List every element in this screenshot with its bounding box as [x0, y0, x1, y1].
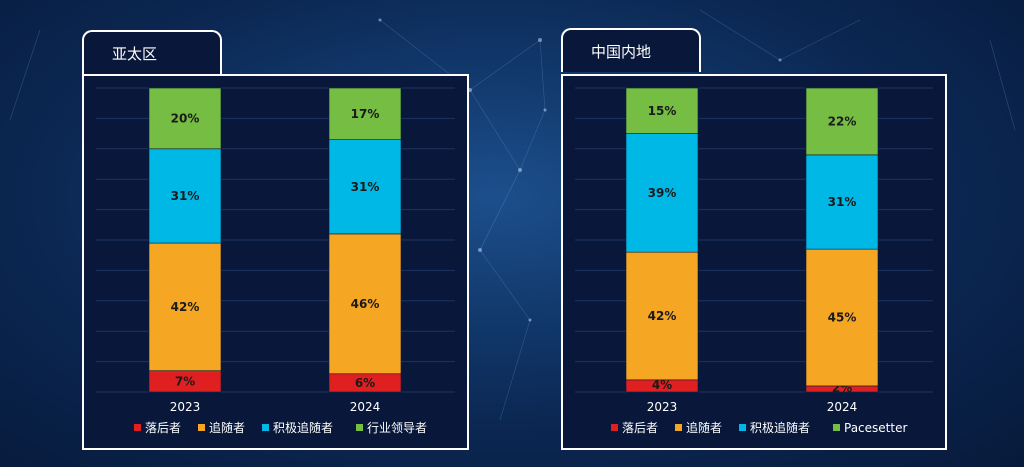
bar-segment — [625, 87, 699, 134]
data-label: 22% — [828, 114, 857, 128]
legend-swatch — [198, 424, 205, 431]
legend-label: 追随者 — [686, 420, 722, 435]
legend-swatch — [611, 424, 618, 431]
chart-frame — [82, 74, 469, 450]
chart-frame — [561, 74, 947, 450]
data-label: 31% — [351, 180, 380, 194]
data-label: 6% — [355, 376, 375, 390]
legend-label: 落后者 — [145, 421, 181, 435]
legend-label: 落后者 — [622, 421, 658, 435]
x-tick-label: 2024 — [827, 400, 858, 414]
data-label: 31% — [828, 195, 857, 209]
data-label: 42% — [171, 300, 200, 314]
panel-tab-title: 中国内地 — [561, 28, 701, 72]
bar-segment — [625, 133, 699, 253]
bar-segment — [328, 87, 402, 140]
bar-segment — [148, 148, 222, 244]
bar-segment — [328, 233, 402, 375]
stacked-bar-chart-apac: 7% 42% 31% 20% 2023 6% 46% 31% 17% 2024 落后者 追随者 积极追随… — [96, 87, 455, 435]
legend-label: 积极追随者 — [273, 420, 333, 435]
bar-segment — [805, 154, 879, 250]
bar-segment — [805, 87, 879, 156]
data-label: 17% — [351, 107, 380, 121]
legend-swatch — [833, 424, 840, 431]
bar-segment — [805, 248, 879, 387]
legend-swatch — [356, 424, 363, 431]
bar-segment — [148, 242, 222, 372]
legend-swatch — [134, 424, 141, 431]
data-label: 4% — [652, 378, 672, 392]
legend-label: 积极追随者 — [750, 420, 810, 435]
data-label: 46% — [351, 297, 380, 311]
data-label: 7% — [175, 374, 195, 388]
data-label: 31% — [171, 189, 200, 203]
bar-segment — [328, 139, 402, 235]
data-label: 15% — [648, 104, 677, 118]
data-label: 20% — [171, 111, 200, 125]
legend-label: 行业领导者 — [367, 421, 427, 435]
data-label: 42% — [648, 309, 677, 323]
data-label: 39% — [648, 186, 677, 200]
legend-swatch — [675, 424, 682, 431]
x-tick-label: 2023 — [647, 400, 678, 414]
bar-segment — [625, 251, 699, 381]
panel-tab-title: 亚太区 — [82, 30, 222, 74]
legend-label: 追随者 — [209, 420, 245, 435]
x-tick-label: 2024 — [350, 400, 381, 414]
x-tick-label: 2023 — [170, 400, 201, 414]
data-label: 45% — [828, 311, 857, 325]
bar-segment — [148, 87, 222, 150]
legend-label: Pacesetter — [844, 421, 907, 435]
legend-swatch — [739, 424, 746, 431]
legend-swatch — [262, 424, 269, 431]
